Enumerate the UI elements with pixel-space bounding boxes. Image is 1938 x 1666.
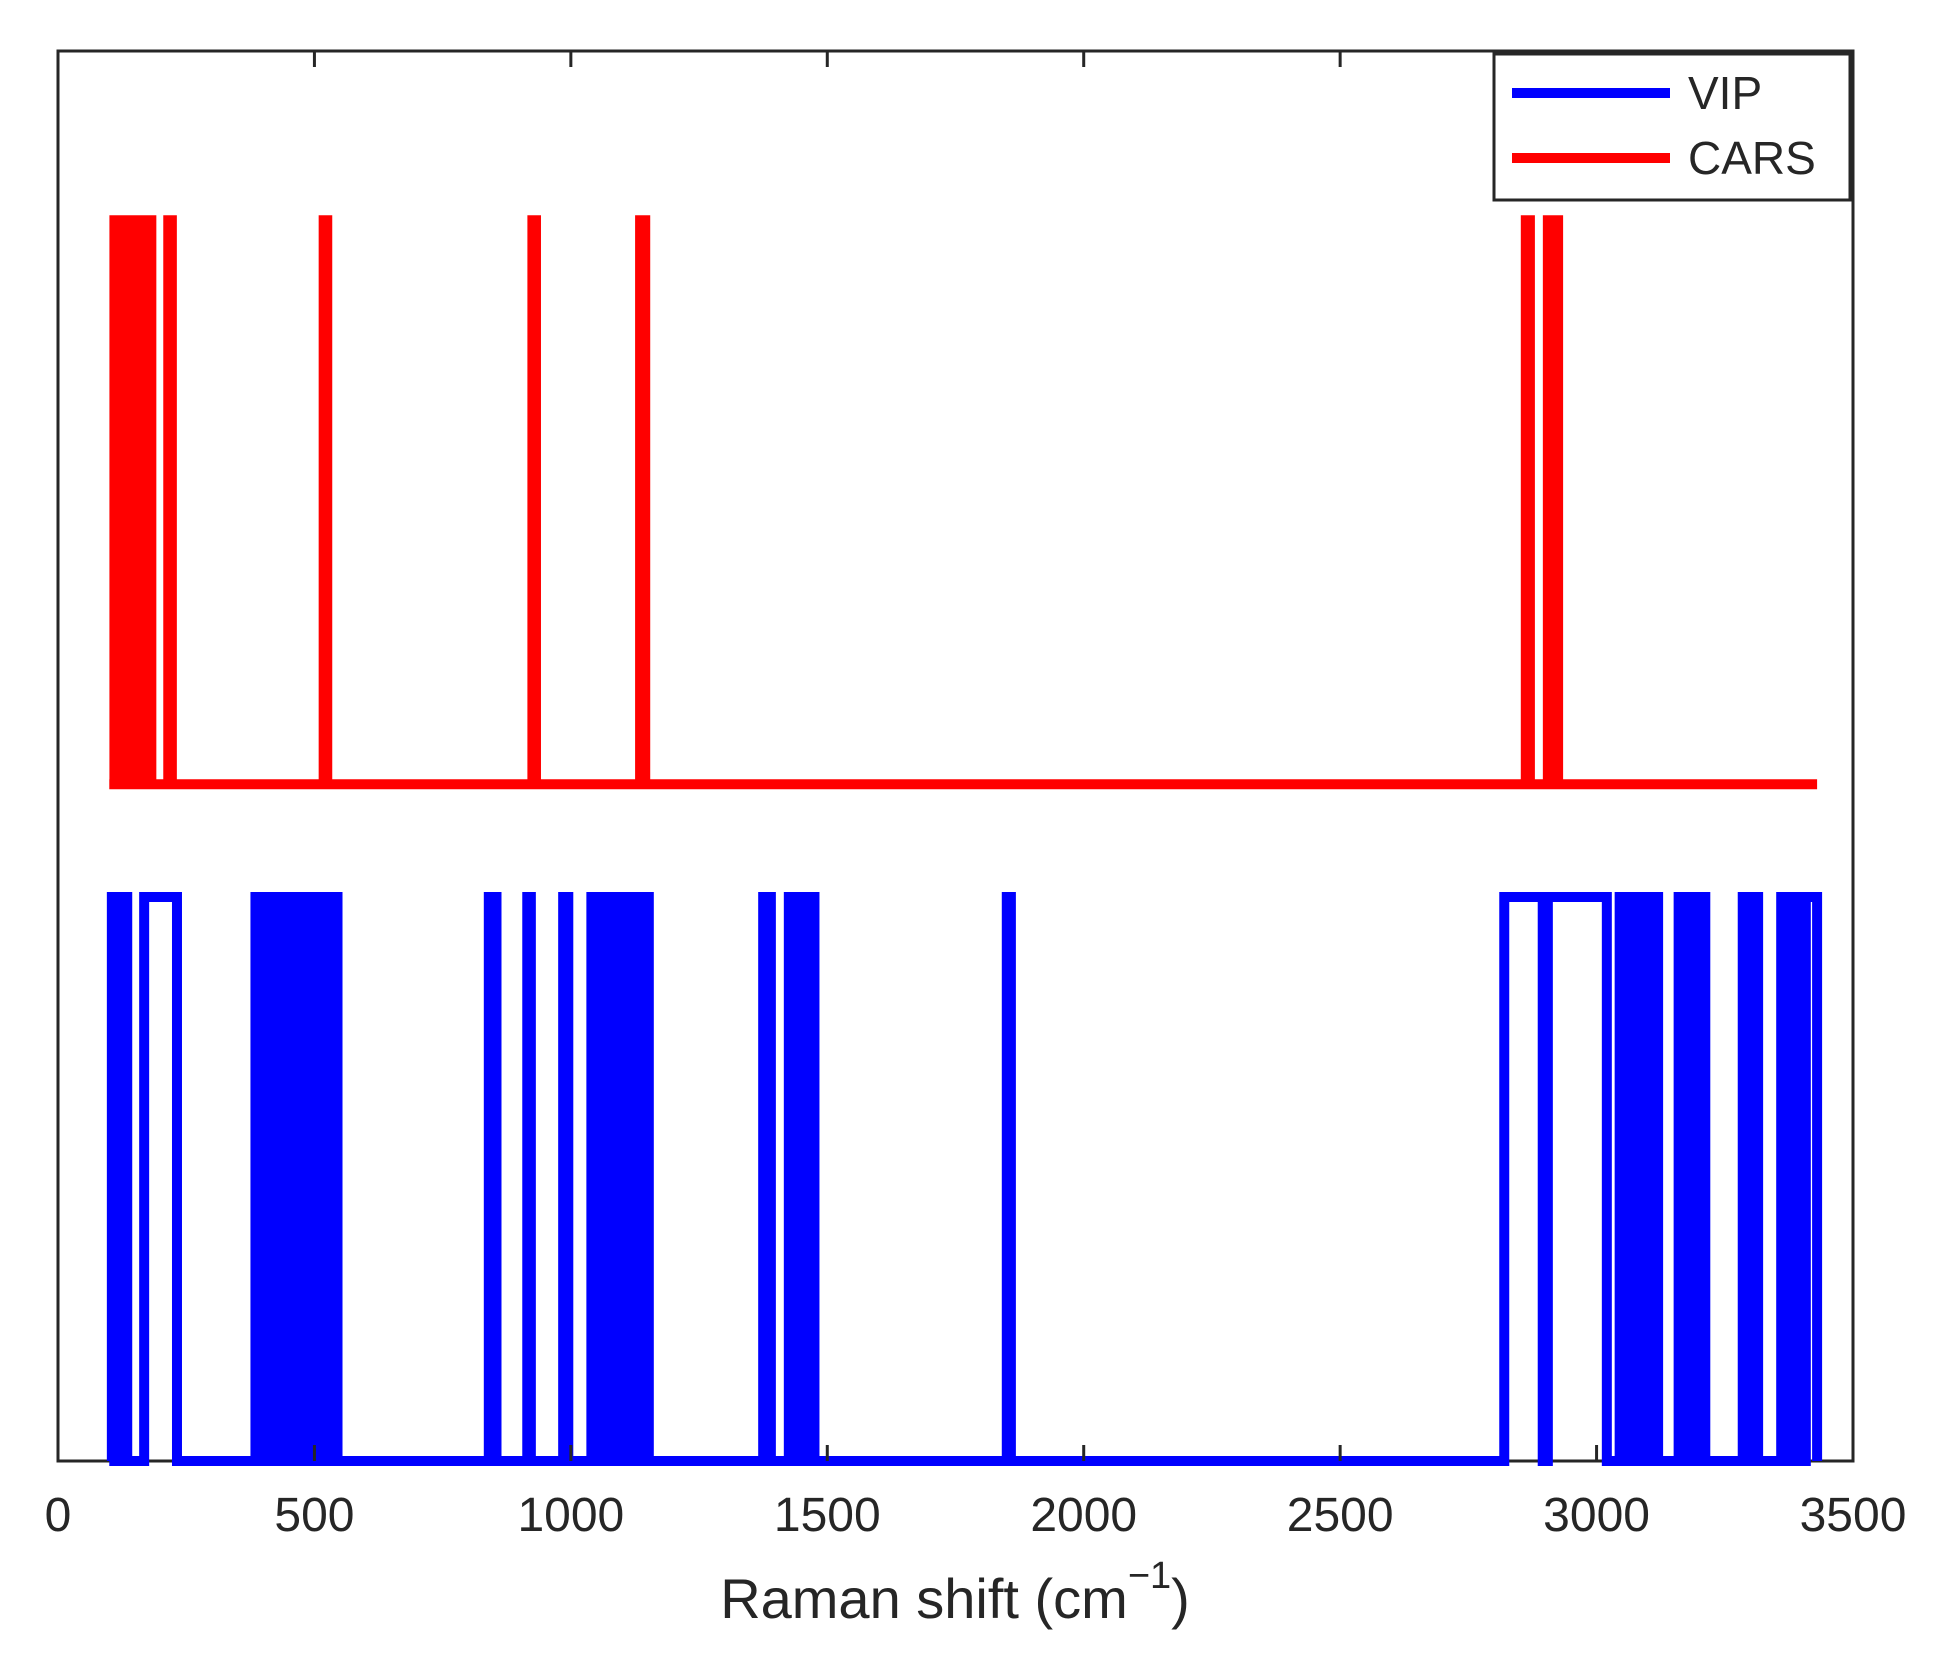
x-tick-label: 500 [274, 1489, 354, 1542]
legend-label-vip: VIP [1688, 67, 1762, 119]
x-axis: 0 500 1000 1500 2000 2500 3000 3500 [45, 51, 1907, 1542]
x-tick-label: 2500 [1287, 1489, 1394, 1542]
x-axis-title-exponent: −1 [1128, 1555, 1171, 1597]
x-axis-title-suffix: ) [1171, 1567, 1190, 1630]
series-line-vip [106, 892, 1823, 1466]
series-line-cars [109, 215, 1818, 790]
legend: VIP CARS [1492, 52, 1852, 202]
x-tick-label: 1000 [517, 1489, 624, 1542]
legend-label-cars: CARS [1688, 132, 1816, 184]
x-tick-label: 3500 [1800, 1489, 1907, 1542]
x-tick-label: 3000 [1543, 1489, 1650, 1542]
x-tick-label: 1500 [774, 1489, 881, 1542]
x-tick-label: 0 [45, 1489, 72, 1542]
x-axis-title: Raman shift (cm−1) [720, 1555, 1190, 1630]
x-axis-title-main: Raman shift (cm [720, 1567, 1128, 1630]
legend-box [1492, 52, 1852, 202]
x-tick-label: 2000 [1030, 1489, 1137, 1542]
series-layer [106, 215, 1823, 1466]
